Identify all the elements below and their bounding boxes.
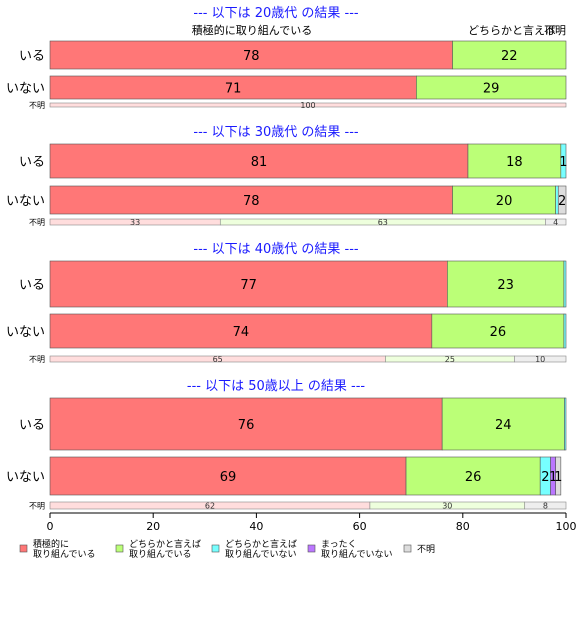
legend-label: 取り組んでいない <box>225 548 297 560</box>
x-tick-label: 100 <box>556 520 577 533</box>
value-label: 1 <box>549 470 557 485</box>
value-label: 2 <box>558 194 566 209</box>
bar-segment <box>49 40 453 70</box>
panel-title: --- 以下は 20歳代 の結果 --- <box>193 6 359 21</box>
bar-segment <box>555 456 562 496</box>
value-label: 18 <box>506 155 523 170</box>
value-label: 78 <box>243 194 260 209</box>
legend-label: どちらかと言えば <box>129 538 201 550</box>
legend-label: 取り組んでいる <box>33 548 96 560</box>
value-label: 69 <box>220 470 237 485</box>
column-header: 不明 <box>544 24 566 37</box>
legend-label: 取り組んでいない <box>321 548 393 560</box>
bar-segment <box>49 143 469 179</box>
value-label: 1 <box>554 470 562 485</box>
bar-segment <box>524 501 567 510</box>
bar-segment <box>441 397 565 451</box>
value-label: 25 <box>445 355 455 364</box>
legend-label: まったく <box>321 539 357 550</box>
x-tick-label: 20 <box>146 520 160 533</box>
row-label: いない <box>6 325 45 340</box>
value-label: 71 <box>225 82 242 97</box>
bar-segment <box>49 185 453 215</box>
bar-segment <box>563 313 567 349</box>
value-label: 63 <box>378 218 388 227</box>
row-label: 不明 <box>29 355 45 364</box>
x-tick-label: 40 <box>249 520 263 533</box>
value-label: 2 <box>541 470 549 485</box>
row-label: いる <box>19 418 45 433</box>
legend-label: どちらかと言えば <box>225 538 297 550</box>
bar-segment <box>416 75 567 100</box>
column-header: 積極的に取り組んでいる <box>192 23 312 37</box>
legend-swatch <box>307 544 316 553</box>
legend-label: 積極的に <box>33 538 69 550</box>
bar-segment <box>49 397 443 451</box>
panel-title: --- 以下は 50歳以上 の結果 --- <box>187 379 366 394</box>
row-label: いない <box>6 194 45 209</box>
bar-segment <box>49 313 433 349</box>
bar-segment <box>563 260 567 308</box>
bar-segment <box>514 355 567 363</box>
value-label: 4 <box>553 218 558 227</box>
bar-segment <box>49 102 567 108</box>
bar-segment <box>560 143 567 179</box>
legend-swatch <box>115 544 124 553</box>
value-label: 8 <box>543 502 548 511</box>
x-tick-label: 60 <box>353 520 367 533</box>
value-label: 77 <box>240 278 257 293</box>
column-header: どちらかと言えば <box>468 24 556 37</box>
bar-segment <box>405 456 541 496</box>
value-label: 23 <box>497 278 514 293</box>
bar-segment <box>452 185 556 215</box>
bar-segment <box>447 260 565 308</box>
legend-swatch <box>211 544 220 553</box>
value-label: 33 <box>130 218 140 227</box>
legend-swatch <box>403 544 412 553</box>
x-tick-label: 80 <box>456 520 470 533</box>
legend-swatch <box>19 544 28 553</box>
legend-label: 取り組んでいる <box>129 548 192 560</box>
value-label: 26 <box>465 470 482 485</box>
row-label: 不明 <box>29 502 45 511</box>
value-label: 26 <box>490 325 507 340</box>
legend-label: 不明 <box>417 544 435 555</box>
value-label: 78 <box>243 49 260 64</box>
value-label: 100 <box>300 101 315 110</box>
bar-segment <box>49 260 448 308</box>
row-label: いない <box>6 82 45 97</box>
row-label: いる <box>19 49 45 64</box>
bar-segment <box>467 143 562 179</box>
bar-segment <box>557 185 567 215</box>
bar-segment <box>452 40 567 70</box>
bar-segment <box>49 456 407 496</box>
value-label: 74 <box>233 325 250 340</box>
row-label: 不明 <box>29 101 45 110</box>
value-label: 22 <box>501 49 518 64</box>
value-label: 1 <box>559 155 567 170</box>
value-label: 20 <box>496 194 513 209</box>
value-label: 24 <box>495 418 512 433</box>
row-label: 不明 <box>29 218 45 227</box>
value-label: 65 <box>213 355 223 364</box>
x-tick-label: 0 <box>47 520 54 533</box>
value-label: 30 <box>442 502 452 511</box>
value-label: 62 <box>205 502 215 511</box>
row-label: いない <box>6 470 45 485</box>
row-label: いる <box>19 155 45 170</box>
bar-segment <box>545 218 567 226</box>
value-label: 81 <box>251 155 268 170</box>
value-label: 10 <box>535 355 545 364</box>
value-label: 29 <box>483 82 500 97</box>
row-label: いる <box>19 278 45 293</box>
panel-title: --- 以下は 40歳代 の結果 --- <box>193 242 359 257</box>
bar-segment <box>564 397 567 451</box>
value-label: 76 <box>238 418 255 433</box>
panel-title: --- 以下は 30歳代 の結果 --- <box>193 125 359 140</box>
